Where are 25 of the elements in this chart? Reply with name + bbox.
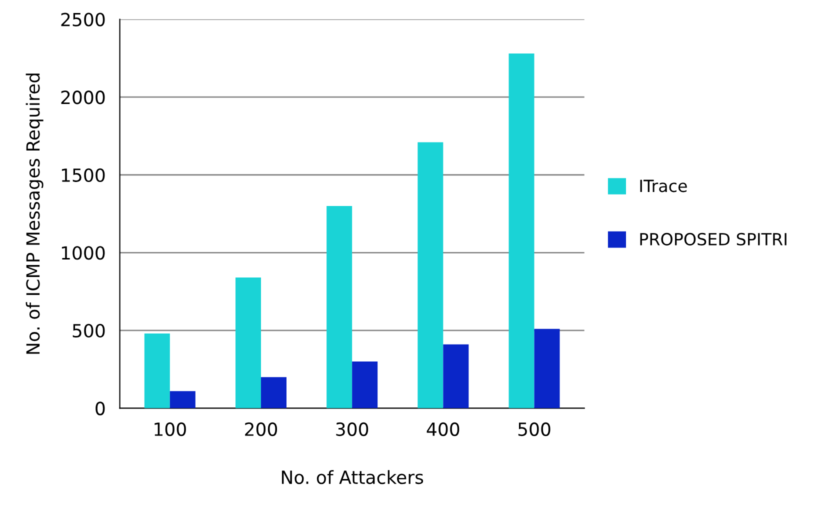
legend-label: PROPOSED SPITRI [640,232,786,246]
bar [260,377,286,408]
x-tick-label: 400 [426,422,460,436]
bar [326,206,352,408]
bar [352,362,378,408]
bar [235,278,261,408]
x-axis-title: No. of Attackers [282,470,424,484]
y-tick-label: 1000 [62,246,105,260]
y-tick-label: 2500 [61,12,105,26]
x-tick-label: 300 [336,422,368,436]
x-tick-label: 100 [154,422,186,436]
bar [534,328,560,408]
x-tick-label: 200 [245,422,278,436]
y-tick-label: 0 [96,402,105,416]
bar [443,344,469,408]
y-tick-label: 500 [72,324,105,338]
y-tick-label: 2000 [61,90,105,104]
bar [170,391,196,408]
y-tick-label: 1500 [62,168,105,182]
bar [508,54,534,408]
x-tick-label: 500 [518,422,550,436]
bar [418,142,444,408]
legend-label: ITrace [640,180,687,192]
bar [144,334,170,408]
y-axis-title: No. of ICMP Messages Required [26,74,44,354]
